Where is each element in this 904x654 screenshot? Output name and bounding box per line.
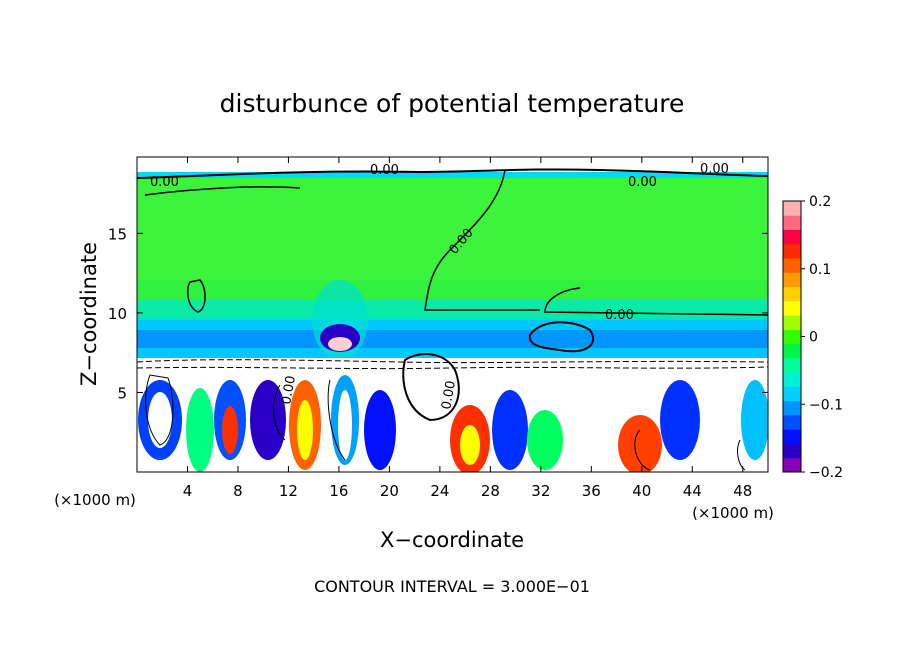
- colorbar-swatch: [783, 457, 801, 473]
- colorbar-swatch: [783, 414, 801, 430]
- contour-label-1: 0.00: [150, 175, 179, 190]
- x-tick-label: 28: [481, 482, 500, 500]
- contour-label-8: 0.00: [700, 162, 729, 177]
- colorbar-swatch: [783, 229, 801, 245]
- x-tick-label: 24: [430, 482, 449, 500]
- colorbar-swatch: [783, 300, 801, 316]
- colorbar-swatch: [783, 201, 801, 216]
- colorbar-swatch: [783, 343, 801, 359]
- contour-label-6: 0.00: [279, 375, 299, 406]
- x-tick-label: 20: [380, 482, 399, 500]
- colorbar-tick-label: 0.2: [809, 194, 831, 210]
- colorbar-swatch: [783, 372, 801, 387]
- y-axis: 5 10 15: [108, 225, 768, 402]
- x-axis-label: X−coordinate: [380, 528, 524, 552]
- top-strip-cyan: [137, 172, 768, 178]
- contour-interval: CONTOUR INTERVAL = 3.000E−01: [314, 577, 590, 596]
- contour-label-5: 0.00: [605, 308, 634, 323]
- y-axis-label: Z−coordinate: [77, 242, 101, 386]
- colorbar-swatch: [783, 258, 801, 273]
- contour-label-7: 0.00: [439, 380, 459, 411]
- plot-frame: [136, 156, 769, 473]
- colorbar: [782, 200, 802, 473]
- contour-label-4: 0.00: [628, 175, 657, 190]
- colorbar-swatch: [783, 243, 801, 259]
- y-tick-label: 10: [108, 305, 127, 323]
- x-tick-label: 8: [233, 482, 243, 500]
- colorbar-tick-label: 0.1: [809, 262, 831, 278]
- x-tick-label: 32: [531, 482, 550, 500]
- colorbar-swatch: [783, 429, 801, 444]
- y-tick-label: 5: [117, 384, 127, 402]
- colorbar-swatch: [783, 215, 801, 231]
- tropopause-band-core: [137, 330, 768, 348]
- contour-label-2: 0.00: [370, 163, 399, 178]
- plot-area: 0.00 0.00 0.00 0.00 0.00 0.00 0.00 0.00: [137, 157, 768, 472]
- colorbar-swatch: [783, 357, 801, 373]
- colorbar-swatch: [783, 315, 801, 330]
- x-tick-label: 4: [183, 482, 193, 500]
- x-unit-right: (×1000 m): [692, 504, 774, 522]
- central-dip-core: [328, 337, 352, 351]
- colorbar-swatch: [783, 386, 801, 402]
- colorbar-ticks: 0.2 0.1 0 −0.1 −0.2: [801, 194, 843, 481]
- x-tick-label: 48: [733, 482, 752, 500]
- colorbar-swatch: [783, 443, 801, 459]
- colorbar-swatch: [783, 400, 801, 416]
- background-upper-light: [137, 160, 768, 280]
- colorbar-tick-label: −0.1: [809, 397, 843, 413]
- x-tick-label: 16: [329, 482, 348, 500]
- colorbar-swatch: [783, 286, 801, 302]
- contour-lines: [137, 168, 768, 471]
- x-tick-label: 36: [582, 482, 601, 500]
- colorbar-tick-label: −0.2: [809, 465, 843, 481]
- x-tick-label: 40: [632, 482, 651, 500]
- chart-title: disturbunce of potential temperature: [220, 89, 685, 118]
- colorbar-tick-label: 0: [809, 330, 818, 346]
- x-unit-left: (×1000 m): [54, 491, 136, 509]
- colorbar-swatch: [783, 272, 801, 288]
- colorbar-swatch: [783, 329, 801, 345]
- x-tick-label: 44: [683, 482, 702, 500]
- y-tick-label: 15: [108, 225, 127, 243]
- x-axis: 4 8 12 16 20 24 28 32 36 40 44 48: [183, 157, 752, 500]
- x-tick-label: 12: [279, 482, 298, 500]
